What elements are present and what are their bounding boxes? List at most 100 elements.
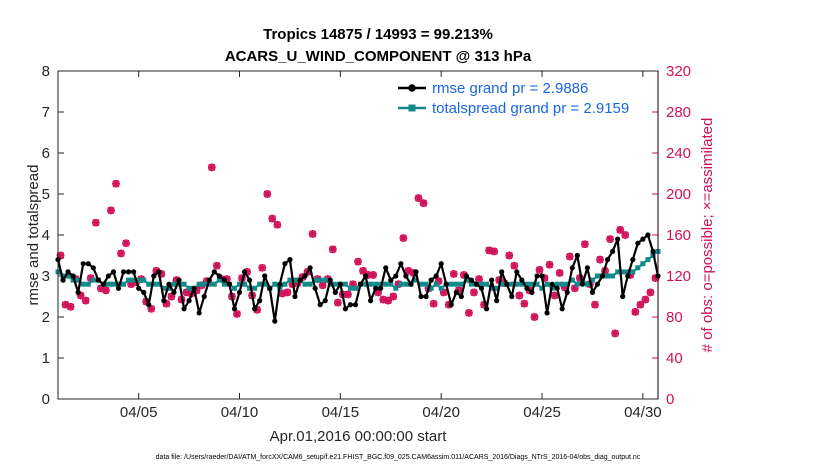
totalspread-point	[352, 285, 358, 291]
rmse-point	[615, 236, 621, 242]
totalspread-point	[302, 281, 308, 287]
rmse-point	[282, 261, 288, 267]
rmse-point	[136, 285, 142, 291]
totalspread-point	[509, 281, 515, 287]
obs-assimilated-marker	[117, 249, 125, 258]
rmse-point	[463, 273, 470, 279]
totalspread-point	[252, 285, 258, 291]
rmse-point	[599, 273, 606, 279]
obs-assimilated-marker	[278, 289, 287, 298]
rmse-point	[110, 269, 117, 275]
y2-tick-label: 160	[666, 227, 691, 244]
obs-assimilated-marker	[389, 292, 398, 301]
totalspread-point	[247, 285, 253, 291]
rmse-point	[438, 261, 444, 267]
totalspread-point	[136, 277, 142, 283]
rmse-point	[156, 269, 162, 275]
totalspread-point	[231, 285, 237, 291]
obs-assimilated-marker	[540, 274, 549, 282]
obs-assimilated-marker	[122, 239, 130, 247]
totalspread-point	[479, 281, 485, 287]
rmse-point	[620, 293, 626, 300]
totalspread-point	[85, 281, 91, 287]
y2-axis-label: # of obs: o=possible; ×=assimilated	[699, 118, 716, 353]
rmse-point	[630, 257, 636, 263]
totalspread-point	[539, 285, 545, 291]
obs-assimilated-marker	[379, 295, 388, 304]
totalspread-point	[75, 277, 81, 283]
rmse-point	[539, 273, 545, 279]
obs-assimilated-marker	[616, 226, 624, 234]
rmse-point	[337, 281, 343, 287]
rmse-point	[378, 285, 384, 291]
obs-assimilated-marker	[213, 261, 221, 270]
obs-assimilated-marker	[81, 296, 90, 305]
y-tick-label: 6	[42, 145, 50, 162]
totalspread-point	[584, 281, 590, 287]
y2-tick-label: 80	[666, 309, 683, 326]
totalspread-point	[388, 281, 394, 287]
totalspread-point	[211, 281, 217, 287]
footer-data-file: data file: /Users/raeder/DAI/ATM_forcXX/…	[156, 454, 641, 461]
rmse-point	[478, 285, 485, 291]
rmse-point	[483, 306, 490, 312]
rmse-point	[448, 302, 454, 308]
rmse-point	[100, 281, 106, 287]
totalspread-point	[156, 281, 162, 287]
obs-assimilated-marker	[560, 283, 569, 292]
rmse-point	[125, 269, 132, 275]
totalspread-point	[413, 277, 419, 283]
rmse-point	[519, 277, 525, 283]
rmse-point	[569, 265, 575, 271]
rmse-point	[347, 302, 354, 308]
totalspread-point	[428, 285, 434, 291]
x-tick-labels: 04/05 04/10 04/15 04/20 04/25 04/30	[120, 404, 662, 421]
obs-assimilated-marker	[308, 230, 317, 238]
rmse-point	[610, 248, 616, 254]
obs-assimilated-marker	[223, 275, 231, 283]
obs-assimilated-marker	[404, 267, 413, 275]
obs-assimilated-marker	[263, 190, 272, 198]
rmse-point	[252, 306, 258, 312]
obs-assimilated-marker	[202, 277, 211, 285]
legend-rmse-marker	[408, 84, 416, 92]
totalspread-point	[221, 281, 227, 287]
totalspread-point	[257, 281, 263, 287]
obs-assimilated-marker	[61, 300, 70, 309]
x-tick-label: 04/30	[624, 404, 662, 421]
obs-assimilated-marker	[520, 299, 529, 308]
obs-assimilated-marker	[253, 306, 261, 314]
obs-assimilated-marker	[328, 245, 337, 254]
obs-assimilated-marker	[576, 274, 584, 282]
obs-assimilated-marker	[92, 218, 100, 227]
rmse-point	[186, 298, 192, 304]
totalspread-point	[363, 281, 369, 287]
rmse-point	[650, 248, 656, 254]
rmse-point	[216, 273, 222, 279]
obs-assimilated-marker	[258, 264, 267, 272]
totalspread-point	[317, 277, 323, 283]
obs-assimilated-marker	[419, 199, 428, 208]
rmse-point	[95, 277, 101, 283]
rmse-point	[267, 285, 273, 291]
obs-assimilated-marker	[107, 206, 115, 215]
totalspread-point	[433, 281, 439, 287]
totalspread-point	[171, 281, 177, 287]
totalspread-point	[116, 281, 122, 287]
rmse-point	[105, 273, 112, 279]
totalspread-point	[126, 277, 132, 283]
rmse-point	[292, 293, 298, 300]
obs-assimilated-marker	[86, 274, 95, 282]
obs-assimilated-marker	[505, 251, 514, 260]
obs-assimilated-marker	[485, 246, 493, 255]
obs-assimilated-marker	[490, 247, 498, 256]
obs-assimilated-marker	[409, 269, 418, 277]
obs-assimilated-marker	[323, 275, 332, 283]
totalspread-point	[216, 277, 222, 283]
totalspread-point	[620, 269, 626, 275]
rmse-point	[499, 269, 505, 275]
totalspread-point	[292, 277, 298, 283]
totalspread-point	[393, 285, 399, 291]
totalspread-point	[630, 269, 636, 275]
